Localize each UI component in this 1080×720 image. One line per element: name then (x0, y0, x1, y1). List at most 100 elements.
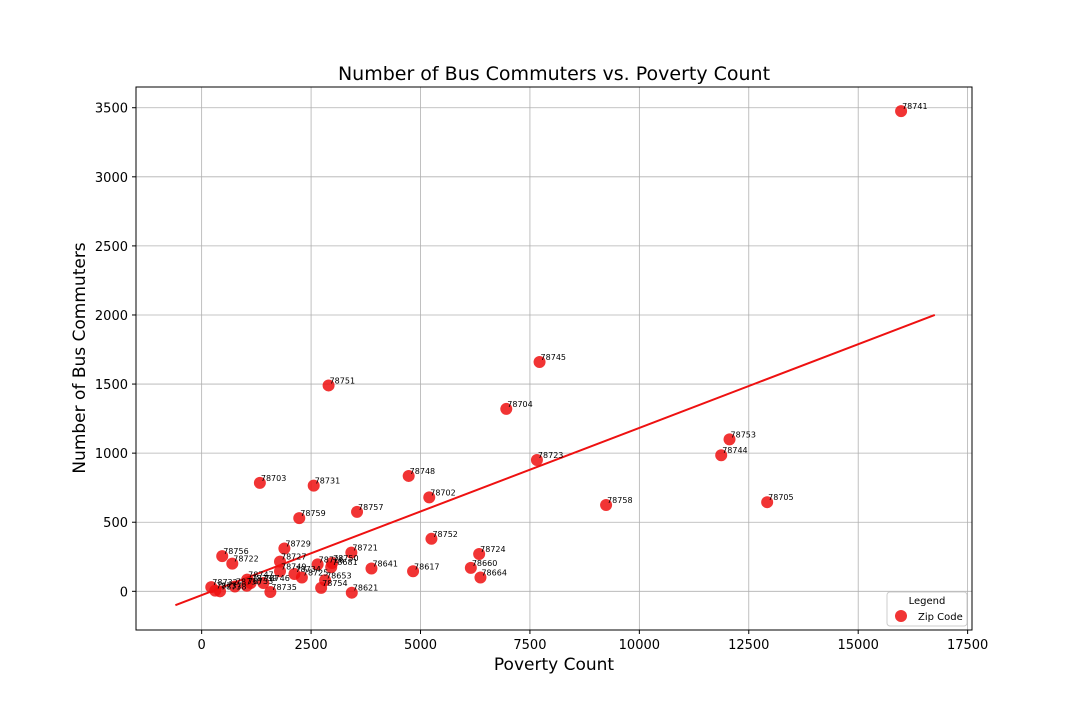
data-label: 78748 (410, 467, 435, 476)
data-label: 78737 (216, 582, 241, 591)
data-label: 78744 (722, 446, 747, 455)
data-point (322, 379, 335, 392)
data-point (895, 105, 908, 118)
legend-title: Legend (909, 596, 946, 607)
data-point (761, 496, 774, 509)
data-point (345, 586, 358, 599)
data-label: 78735 (271, 583, 296, 592)
data-label: 78734 (295, 565, 320, 574)
data-label: 78722 (233, 555, 258, 564)
y-tick-label: 0 (120, 585, 128, 600)
data-label: 78739 (252, 574, 277, 583)
data-label: 78745 (541, 353, 566, 362)
data-point (425, 532, 438, 545)
data-point (253, 476, 266, 489)
data-label: 78747 (248, 571, 273, 580)
data-label: 78757 (358, 503, 383, 512)
y-tick-label: 3000 (95, 171, 128, 186)
legend-marker (895, 610, 907, 622)
x-axis-ticks: 0 2500 5000 7500 10000 12500 15000 17500 (198, 630, 988, 653)
data-point (500, 402, 513, 415)
data-point (423, 491, 436, 504)
data-point (216, 550, 229, 563)
data-label: 78753 (731, 430, 756, 439)
data-point (240, 579, 253, 592)
x-tick-label: 17500 (947, 638, 988, 653)
x-tick-label: 10000 (619, 638, 660, 653)
data-point (473, 548, 486, 561)
data-point (311, 558, 324, 571)
data-label: 78705 (768, 493, 793, 502)
data-label: 78752 (432, 530, 457, 539)
y-tick-label: 2000 (95, 309, 128, 324)
data-label: 78724 (480, 545, 505, 554)
data-point (226, 557, 239, 570)
data-label: 78759 (300, 509, 325, 518)
data-label: 78758 (607, 496, 632, 505)
data-label: 78741 (902, 102, 927, 111)
data-label: 78704 (507, 400, 532, 409)
data-label: 78702 (430, 488, 455, 497)
legend: Legend Zip Code (886, 591, 968, 627)
x-tick-label: 15000 (838, 638, 879, 653)
data-point (228, 580, 241, 593)
y-axis-title: Number of Bus Commuters (70, 242, 90, 473)
data-label: 78749 (281, 562, 306, 571)
data-point (533, 355, 546, 368)
data-point (474, 571, 487, 584)
legend-entry-zip-code: Zip Code (918, 612, 963, 623)
data-label: 78726 (319, 555, 344, 564)
y-tick-label: 500 (103, 516, 128, 531)
data-label: 78653 (326, 571, 351, 580)
point-labels: 78741 78745 78751 78704 78753 78744 78723 78748… (212, 102, 927, 593)
data-point (365, 562, 378, 575)
data-label: 78621 (353, 584, 378, 593)
data-point (295, 571, 308, 584)
data-point (307, 479, 320, 492)
data-point (315, 581, 328, 594)
x-tick-label: 7500 (513, 638, 546, 653)
plot-area (136, 87, 972, 630)
data-label: 78732 (212, 578, 237, 587)
data-label: 78729 (285, 539, 310, 548)
data-point (464, 561, 477, 574)
data-point (274, 565, 287, 578)
data-point (325, 561, 338, 574)
legend-box (886, 591, 968, 627)
regression-line (175, 314, 936, 607)
x-axis-title: Poverty Count (494, 655, 615, 675)
data-point (715, 449, 728, 462)
data-point (407, 565, 420, 578)
data-point (274, 555, 287, 568)
data-label: 78664 (481, 568, 506, 577)
data-point (278, 542, 291, 555)
y-tick-label: 1000 (95, 447, 128, 462)
data-label: 78721 (352, 544, 377, 553)
data-label: 78746 (264, 574, 289, 583)
data-label: 78725 (303, 568, 328, 577)
data-points (205, 105, 908, 599)
data-label: 78730 (236, 577, 261, 586)
data-label: 78731 (315, 477, 340, 486)
data-label: 78751 (330, 376, 355, 385)
data-label: 78754 (322, 579, 347, 588)
data-point (293, 512, 306, 525)
data-label: 78681 (332, 558, 357, 567)
data-label: 78738 (221, 582, 246, 591)
y-tick-label: 1500 (95, 378, 128, 393)
data-label: 78750 (333, 554, 358, 563)
data-label: 78641 (372, 560, 397, 569)
data-label: 78727 (281, 553, 306, 562)
data-label: 78617 (414, 562, 439, 571)
data-point (530, 454, 543, 467)
data-point (351, 505, 364, 518)
y-tick-label: 2500 (95, 240, 128, 255)
data-label: 78660 (472, 559, 497, 568)
data-point (345, 546, 358, 559)
data-point (600, 498, 613, 511)
x-tick-label: 0 (198, 638, 206, 653)
data-label: 78703 (261, 474, 286, 483)
x-tick-label: 5000 (404, 638, 437, 653)
data-point (214, 585, 227, 598)
